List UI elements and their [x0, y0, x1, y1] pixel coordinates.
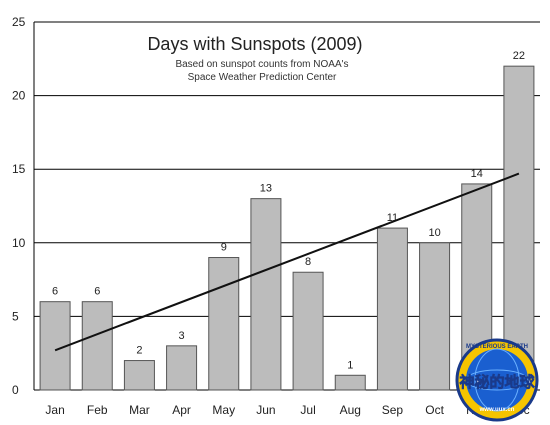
bar-sep — [376, 227, 408, 391]
trend-line — [54, 172, 520, 352]
chart-subtitle-line-1: Based on sunspot counts from NOAA's — [175, 59, 348, 70]
bars-layer — [39, 65, 535, 391]
data-label: 1 — [347, 359, 353, 371]
data-label: 6 — [94, 286, 100, 298]
bar-aug — [334, 374, 366, 391]
x-tick-label: Mar — [129, 403, 150, 417]
bar-jun — [250, 198, 282, 391]
data-label: 3 — [179, 330, 185, 342]
y-tick-label: 25 — [12, 15, 26, 29]
x-tick-label: Sep — [382, 403, 404, 417]
x-tick-label: Apr — [172, 403, 191, 417]
bar-may — [208, 257, 240, 391]
bar-dec — [503, 65, 535, 391]
y-tick-label: 10 — [12, 236, 26, 250]
data-label: 11 — [387, 212, 398, 224]
data-label: 9 — [221, 242, 227, 254]
y-tick-label: 15 — [12, 162, 26, 176]
y-tick-label: 0 — [12, 383, 19, 397]
watermark-logo: MYSTERIOUS EARTH 神秘的地球 www.uux.cn — [455, 338, 539, 422]
watermark-url: www.uux.cn — [479, 407, 515, 413]
bar-jul — [292, 271, 324, 391]
x-tick-label: Oct — [425, 403, 444, 417]
chart-title: Days with Sunspots (2009) — [147, 34, 362, 54]
y-tick-label: 5 — [12, 309, 19, 323]
data-label: 6 — [52, 286, 58, 298]
grid-layer — [34, 21, 540, 391]
data-label: 8 — [305, 256, 311, 268]
x-tick-label: Feb — [87, 403, 108, 417]
bar-oct — [419, 242, 451, 391]
x-tick-label: Jul — [300, 403, 315, 417]
data-label: 2 — [136, 345, 142, 357]
data-label: 10 — [428, 227, 440, 239]
bar-apr — [166, 345, 198, 391]
y-tick-label: 20 — [12, 89, 26, 103]
bar-mar — [123, 360, 155, 391]
x-tick-label: Jan — [45, 403, 64, 417]
x-tick-label: May — [212, 403, 235, 417]
watermark-ring-text: MYSTERIOUS EARTH — [466, 344, 528, 350]
data-label: 13 — [260, 183, 272, 195]
bar-feb — [81, 301, 113, 391]
chart-subtitle-line-2: Space Weather Prediction Center — [188, 72, 337, 83]
data-label: 22 — [513, 50, 525, 62]
watermark-chinese-text: 神秘的地球 — [459, 373, 535, 391]
x-tick-label: Aug — [340, 403, 361, 417]
x-tick-label: Jun — [256, 403, 275, 417]
data-label: 14 — [471, 168, 483, 180]
